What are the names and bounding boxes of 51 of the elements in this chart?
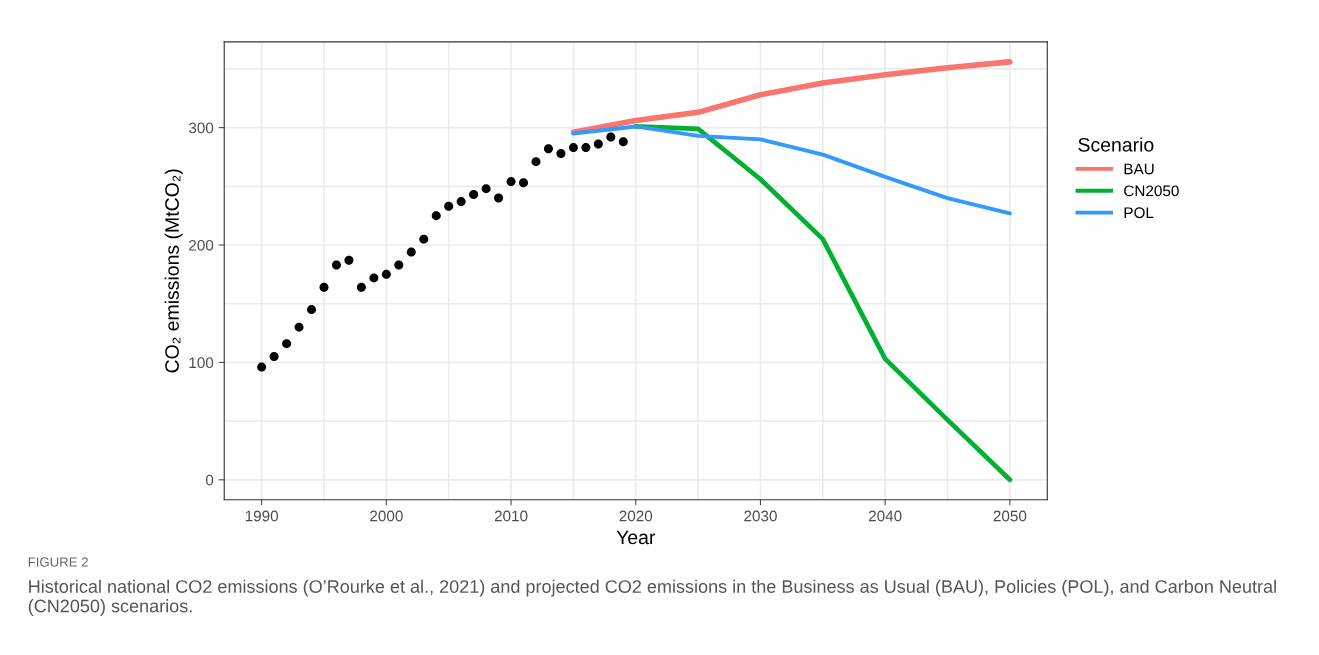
point bbox=[556, 148, 566, 158]
point bbox=[307, 305, 317, 315]
legend-label: POL bbox=[1124, 207, 1154, 219]
point bbox=[369, 273, 379, 283]
point bbox=[618, 137, 628, 147]
point bbox=[506, 177, 516, 187]
point bbox=[394, 260, 404, 270]
caption: FIGURE 2 bbox=[28, 557, 88, 567]
point bbox=[444, 201, 454, 211]
point bbox=[282, 339, 292, 349]
legend-label: BAU bbox=[1124, 163, 1154, 175]
point bbox=[456, 197, 466, 207]
point bbox=[356, 282, 366, 292]
point bbox=[381, 269, 391, 279]
point bbox=[519, 178, 529, 188]
x-tick-label: 2010 bbox=[494, 510, 528, 522]
x-tick-label: 2050 bbox=[993, 510, 1027, 522]
y-tick-label: 0 bbox=[205, 474, 214, 486]
point bbox=[581, 143, 591, 153]
point bbox=[568, 143, 578, 153]
line-series bbox=[571, 124, 1012, 216]
x-tick-label: 2040 bbox=[868, 510, 902, 522]
point bbox=[593, 139, 603, 149]
point bbox=[531, 157, 541, 167]
point bbox=[543, 144, 553, 154]
x-tick-label: 2020 bbox=[619, 510, 653, 522]
point bbox=[419, 234, 429, 244]
legend-label: CN2050 bbox=[1124, 185, 1179, 197]
point bbox=[406, 247, 416, 257]
point bbox=[257, 362, 267, 372]
x-tick-label: 1990 bbox=[245, 510, 279, 522]
point bbox=[331, 260, 341, 270]
point bbox=[431, 211, 441, 221]
point bbox=[469, 190, 479, 200]
point bbox=[269, 352, 279, 362]
legend-title: Scenario bbox=[1078, 137, 1154, 152]
x-tick-label: 2000 bbox=[370, 510, 403, 522]
point bbox=[606, 132, 616, 142]
y-axis-title: CO₂ emissions (MtCO₂) bbox=[164, 169, 183, 373]
y-tick-label: 100 bbox=[189, 357, 214, 369]
point bbox=[481, 184, 491, 194]
x-tick-label: 2030 bbox=[744, 510, 777, 522]
y-tick-label: 300 bbox=[188, 122, 214, 134]
x-axis-title: Year bbox=[616, 530, 656, 545]
line-series bbox=[633, 124, 1013, 483]
text: Historical national CO2 emissions (O’Rourke et al., 2021) and projected CO2 emissions in the Business as Usual (BAU), Policies (POL), and Carbon Neutral (CN2050) scenarios. bbox=[28, 579, 1276, 616]
point bbox=[344, 255, 354, 265]
point bbox=[294, 322, 304, 332]
point bbox=[319, 282, 329, 292]
y-tick-label: 200 bbox=[189, 239, 214, 251]
point bbox=[494, 193, 504, 203]
